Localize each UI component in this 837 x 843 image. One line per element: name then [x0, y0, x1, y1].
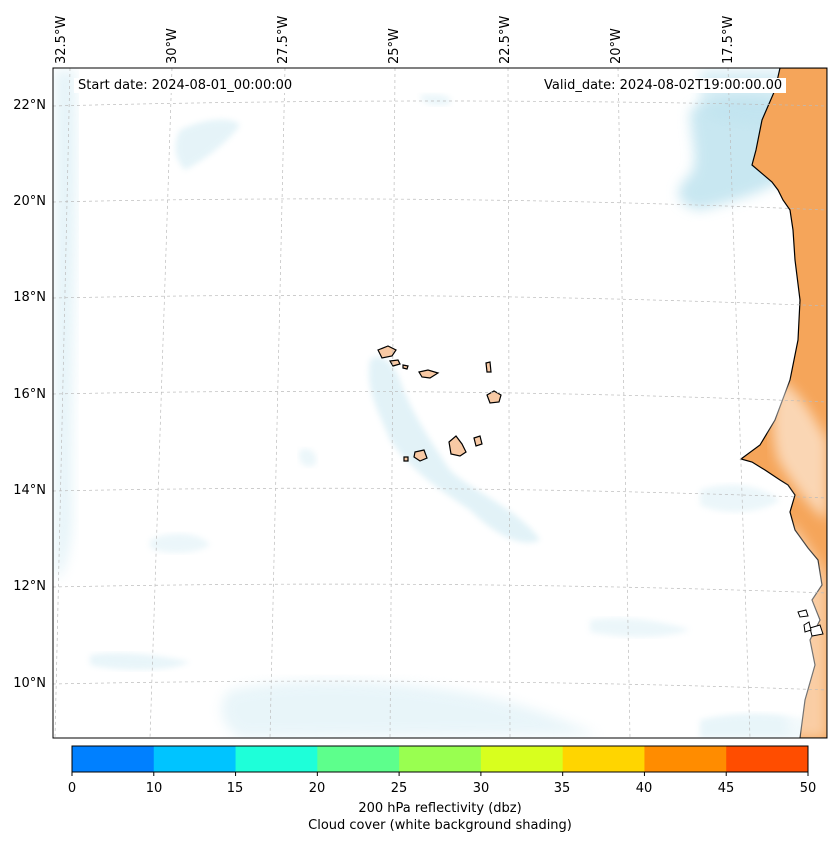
lat-label: 12°N [13, 579, 46, 594]
colorbar-tick: 15 [226, 781, 244, 796]
colorbar-swatch [153, 746, 237, 772]
colorbar-swatch [235, 746, 318, 772]
colorbar-tick: 35 [553, 781, 571, 796]
colorbar [71, 745, 809, 776]
cloud-over-land [772, 380, 827, 520]
colorbar-tick: 10 [145, 781, 163, 796]
lon-label: 32.5°W [54, 15, 69, 64]
cloud-cover-shading [55, 70, 827, 738]
cabo-verde-islands [377, 345, 502, 462]
map-frame [52, 67, 828, 739]
lat-label: 16°N [13, 387, 46, 402]
lat-label: 20°N [13, 194, 46, 209]
valid-date-label: Valid_date: 2024-08-02T19:00:00.00 [540, 78, 787, 93]
small-coastal-islands [797, 609, 824, 637]
colorbar-frame [71, 745, 809, 773]
colorbar-tick: 0 [67, 781, 77, 796]
lat-label: 18°N [13, 290, 46, 305]
colorbar-tick: 45 [717, 781, 735, 796]
colorbar-tick: 50 [799, 781, 817, 796]
graticule [53, 68, 827, 738]
lon-label: 30°W [165, 28, 180, 64]
colorbar-tick: 30 [472, 781, 490, 796]
colorbar-sublabel: Cloud cover (white background shading) [308, 818, 572, 833]
colorbar-swatch [72, 746, 155, 772]
lat-label: 22°N [13, 98, 46, 113]
colorbar-label: 200 hPa reflectivity (dbz) [358, 801, 522, 816]
lat-label: 14°N [13, 483, 46, 498]
colorbar-swatch [317, 746, 400, 772]
lon-label: 22.5°W [498, 15, 513, 64]
colorbar-tick: 25 [390, 781, 408, 796]
lon-label: 27.5°W [276, 15, 291, 64]
colorbar-swatch [399, 746, 482, 772]
lon-label: 17.5°W [721, 15, 736, 64]
colorbar-tick: 20 [308, 781, 326, 796]
start-date-label: Start date: 2024-08-01_00:00:00 [74, 78, 297, 93]
colorbar-swatch [480, 746, 564, 772]
lat-label: 10°N [13, 676, 46, 691]
colorbar-swatch [726, 746, 809, 772]
colorbar-tick: 40 [635, 781, 653, 796]
colorbar-swatch [644, 746, 727, 772]
lon-label: 25°W [387, 28, 402, 64]
lon-label: 20°W [609, 28, 624, 64]
colorbar-swatch [562, 746, 645, 772]
